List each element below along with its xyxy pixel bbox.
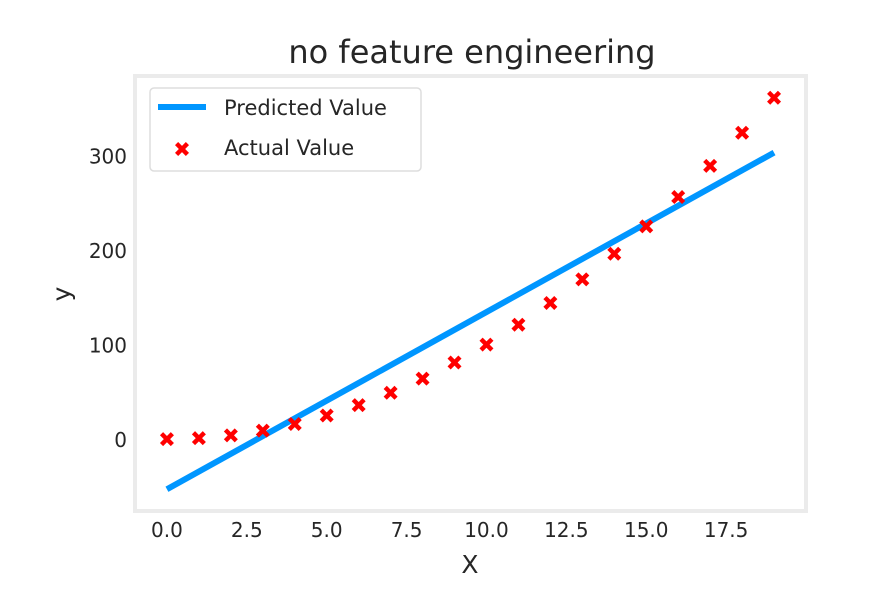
x-tick-labels: 0.0 2.5 5.0 7.5 10.0 12.5 15.0 17.5 (151, 518, 748, 542)
actual-value-point (223, 428, 238, 443)
legend-predicted-label: Predicted Value (224, 96, 387, 120)
actual-value-point (479, 337, 494, 352)
x-tick-label: 7.5 (391, 518, 423, 542)
actual-value-point (543, 295, 558, 310)
actual-value-point (287, 417, 302, 431)
actual-value-point (159, 432, 174, 447)
legend-box (149, 87, 422, 172)
actual-value-point (383, 385, 398, 400)
legend-actual-marker (175, 142, 189, 156)
x-tick-label: 0.0 (151, 518, 183, 542)
actual-value-point (447, 355, 462, 370)
actual-value-point (191, 431, 206, 446)
legend: Predicted Value Actual Value (149, 87, 422, 172)
x-tick-label: 17.5 (704, 518, 749, 542)
actual-value-point (575, 272, 590, 287)
actual-value-point (607, 246, 622, 261)
x-tick-label: 2.5 (231, 518, 263, 542)
chart-title: no feature engineering (288, 33, 655, 71)
y-tick-labels: 0 100 200 300 (89, 144, 127, 452)
x-tick-label: 15.0 (624, 518, 669, 542)
actual-value-point (735, 125, 750, 140)
actual-value-point (351, 398, 366, 413)
x-tick-label: 5.0 (311, 518, 343, 542)
actual-value-point (639, 219, 654, 234)
x-tick-label: 10.0 (464, 518, 509, 542)
x-tick-label: 12.5 (544, 518, 589, 542)
actual-value-point (767, 90, 782, 105)
y-tick-label: 100 (89, 334, 127, 358)
actual-value-point (415, 371, 430, 386)
y-tick-label: 300 (89, 144, 127, 168)
legend-actual-label: Actual Value (224, 136, 354, 160)
y-axis-label: y (47, 286, 76, 301)
x-axis-label: X (461, 550, 478, 579)
actual-value-point (255, 423, 270, 438)
legend-actual-swatch (175, 142, 189, 156)
y-tick-label: 0 (114, 428, 127, 452)
actual-value-point (511, 317, 526, 332)
y-tick-label: 200 (89, 239, 127, 263)
actual-value-point (703, 158, 718, 173)
actual-value-point (319, 408, 334, 423)
actual-value-point (671, 190, 686, 205)
series-layer (159, 90, 782, 492)
